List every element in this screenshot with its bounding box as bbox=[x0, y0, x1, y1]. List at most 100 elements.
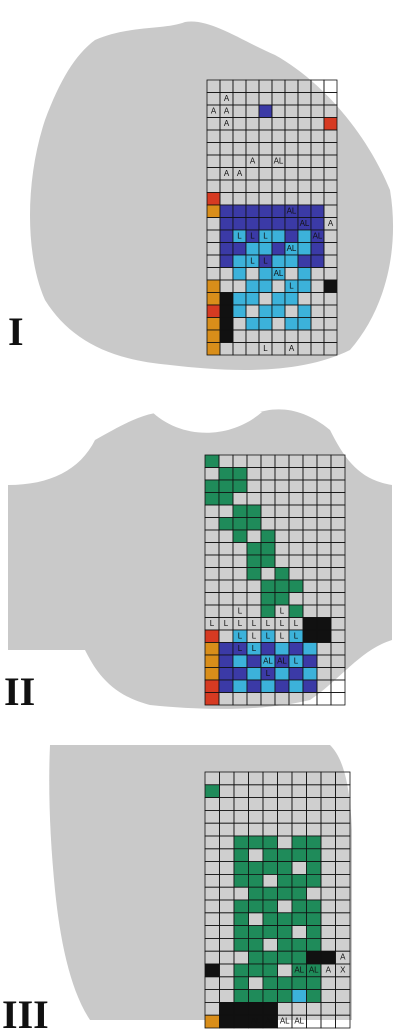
grid-cell bbox=[246, 667, 262, 681]
grid-cell bbox=[248, 938, 264, 952]
grid-cell bbox=[204, 1014, 220, 1029]
grid-cell bbox=[218, 542, 234, 556]
grid-cell bbox=[219, 1014, 235, 1029]
grid-cell bbox=[297, 254, 312, 268]
grid-cell bbox=[310, 292, 325, 306]
grid-cell bbox=[271, 229, 286, 243]
grid-cell bbox=[258, 142, 273, 156]
grid-cell bbox=[288, 517, 304, 531]
cell-label: A bbox=[211, 106, 217, 115]
grid-cell bbox=[297, 192, 312, 206]
grid-cell bbox=[246, 592, 262, 606]
grid-cell bbox=[316, 517, 332, 531]
grid-cell bbox=[291, 810, 307, 824]
grid-cell bbox=[306, 784, 322, 798]
grid-cell bbox=[288, 592, 304, 606]
grid-cell bbox=[316, 504, 332, 518]
grid-cell bbox=[258, 304, 273, 318]
grid-cell bbox=[320, 1002, 336, 1016]
grid-cell bbox=[204, 784, 220, 798]
grid-cell bbox=[262, 938, 278, 952]
grid-cell bbox=[320, 950, 336, 965]
grid-cell bbox=[277, 848, 293, 862]
grid-cell bbox=[320, 848, 336, 862]
grid-cell bbox=[204, 504, 220, 518]
cell-label: L bbox=[280, 619, 285, 628]
grid-cell bbox=[204, 467, 220, 481]
grid-cell bbox=[233, 1002, 249, 1016]
grid-cell bbox=[248, 925, 264, 939]
grid-cell bbox=[320, 899, 336, 914]
grid-panel: A AL AL A X AL AL AL AL bbox=[204, 771, 351, 1029]
grid-cell bbox=[277, 822, 293, 837]
grid-cell bbox=[245, 342, 260, 356]
grid-cell bbox=[330, 517, 346, 531]
grid-cell bbox=[284, 217, 299, 231]
grid-cell bbox=[335, 848, 351, 862]
grid-cell bbox=[245, 104, 260, 118]
grid-cell bbox=[232, 667, 248, 681]
grid-cell bbox=[284, 267, 299, 281]
grid-cell bbox=[274, 667, 290, 681]
cell-label: A bbox=[328, 219, 334, 228]
grid-cell bbox=[310, 279, 325, 293]
grid-cell bbox=[271, 117, 286, 131]
grid-cell bbox=[306, 810, 322, 824]
grid-cell bbox=[258, 204, 273, 218]
grid-cell bbox=[204, 912, 220, 926]
grid-cell bbox=[246, 492, 262, 506]
grid-cell bbox=[310, 154, 325, 168]
grid-cell bbox=[262, 810, 278, 824]
cell-label: AL bbox=[280, 1017, 290, 1026]
cell-label: AL bbox=[274, 156, 284, 165]
grid-cell bbox=[335, 989, 351, 1003]
grid-cell bbox=[335, 938, 351, 952]
grid-cell bbox=[291, 861, 307, 875]
grid-cell bbox=[330, 542, 346, 556]
grid-cell bbox=[260, 542, 276, 556]
grid-cell bbox=[316, 642, 332, 656]
grid-cell bbox=[316, 492, 332, 506]
grid-cell bbox=[246, 542, 262, 556]
grid-cell bbox=[320, 771, 336, 786]
grid-cell bbox=[335, 1014, 351, 1029]
grid-cell bbox=[291, 938, 307, 952]
grid-cell bbox=[320, 976, 336, 990]
grid-cell bbox=[260, 567, 276, 581]
grid-cell bbox=[316, 529, 332, 543]
grid-cell bbox=[204, 822, 220, 837]
grid-cell bbox=[204, 925, 220, 939]
cell-label: L bbox=[238, 619, 243, 628]
grid-cell bbox=[206, 192, 221, 206]
grid-cell bbox=[310, 342, 325, 356]
grid-cell bbox=[260, 579, 276, 593]
grid-cell bbox=[271, 279, 286, 293]
grid-cell bbox=[277, 925, 293, 939]
grid-cell bbox=[284, 304, 299, 318]
grid-cell bbox=[274, 567, 290, 581]
grid-cell bbox=[310, 192, 325, 206]
grid-cell bbox=[302, 542, 318, 556]
grid-cell bbox=[274, 642, 290, 656]
grid-cell bbox=[245, 192, 260, 206]
grid-cell bbox=[232, 142, 247, 156]
grid-cell bbox=[245, 267, 260, 281]
cell-label: X bbox=[340, 966, 346, 975]
grid-cell bbox=[271, 142, 286, 156]
grid-cell bbox=[219, 304, 234, 318]
grid-cell bbox=[330, 617, 346, 631]
grid-cell bbox=[297, 117, 312, 131]
grid-cell bbox=[232, 592, 248, 606]
cell-label: L bbox=[250, 256, 255, 265]
grid-cell bbox=[233, 925, 249, 939]
cell-label: AL bbox=[251, 1017, 261, 1026]
cell-label: L bbox=[252, 631, 257, 640]
grid-cell bbox=[277, 784, 293, 798]
grid-cell bbox=[284, 317, 299, 331]
grid-cell bbox=[204, 604, 220, 618]
cell-label: L bbox=[224, 619, 229, 628]
grid-cell bbox=[219, 254, 234, 268]
grid-cell bbox=[233, 835, 249, 850]
grid-cell bbox=[218, 629, 234, 643]
cell-label: L bbox=[266, 631, 271, 640]
